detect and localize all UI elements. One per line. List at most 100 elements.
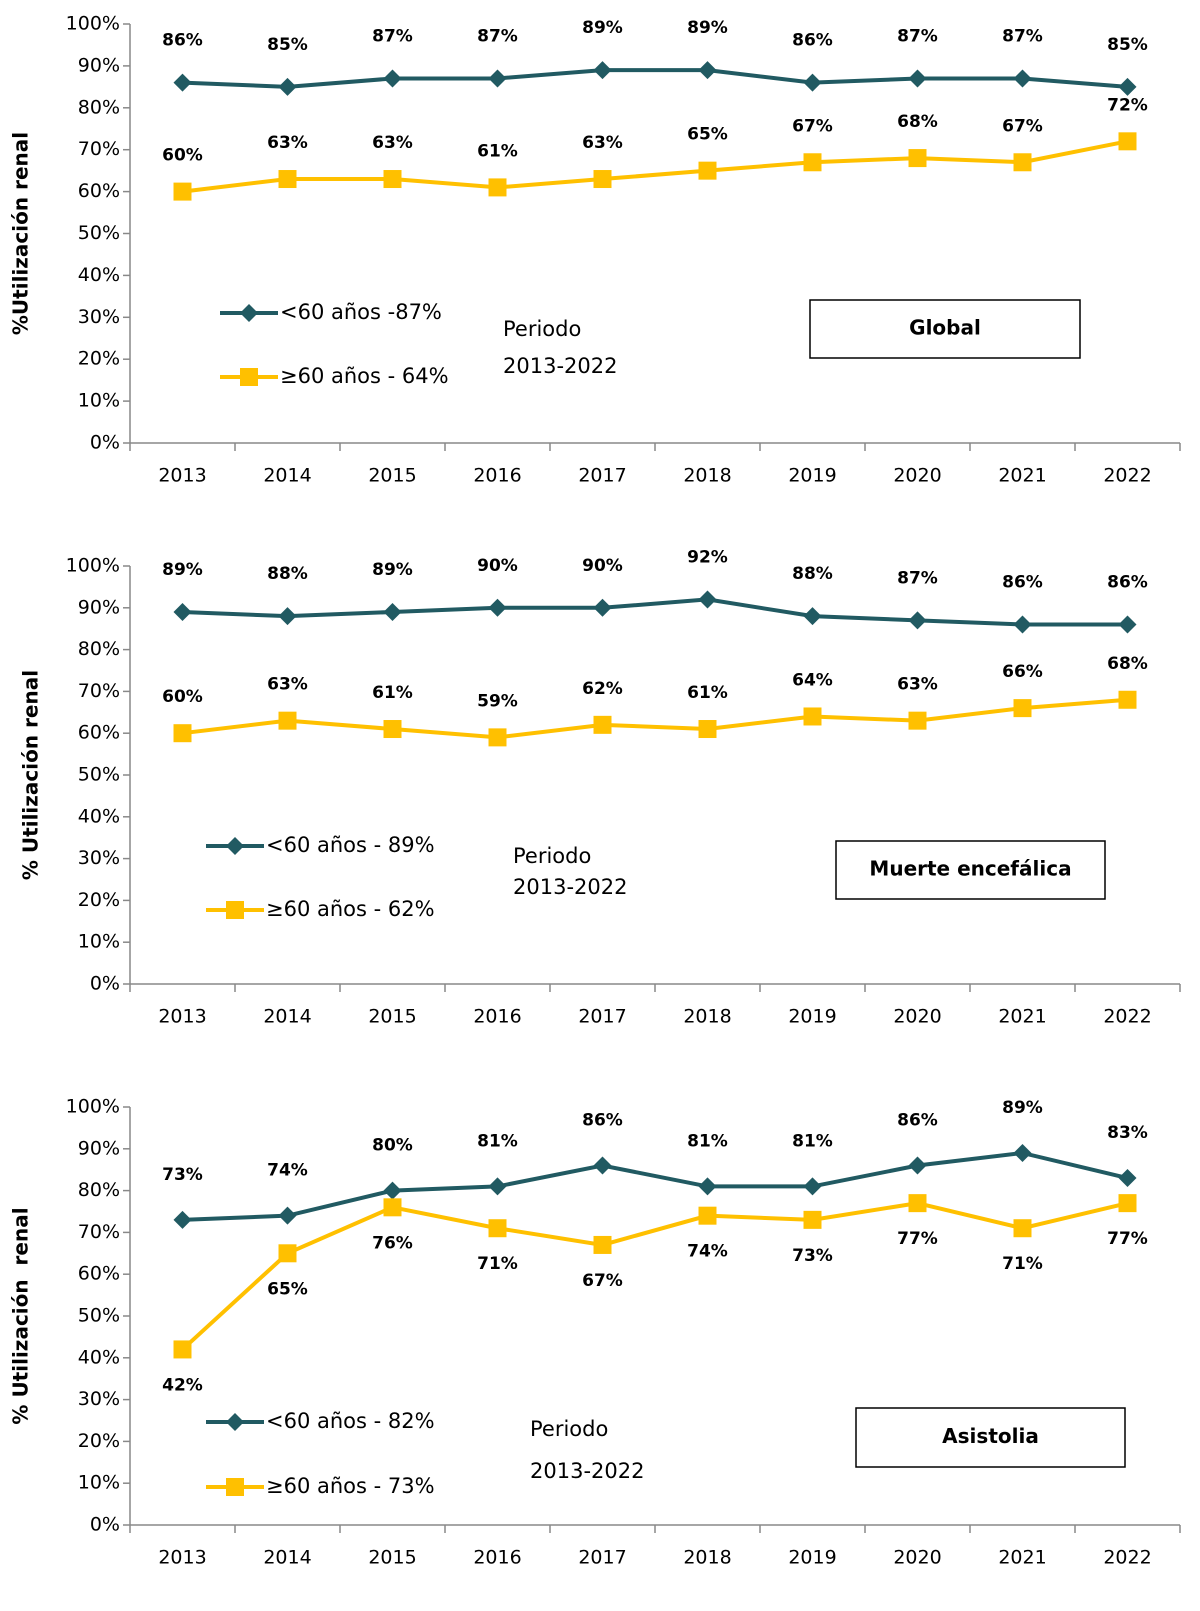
y-axis-label: % Utilización renal <box>19 670 43 880</box>
marker-square <box>1013 1219 1032 1238</box>
marker-diamond <box>488 598 507 617</box>
data-label: 66% <box>1002 662 1043 682</box>
data-label: 85% <box>267 35 308 55</box>
data-label: 86% <box>1002 573 1043 593</box>
data-label: 87% <box>897 568 938 588</box>
data-label: 90% <box>477 556 518 576</box>
marker-diamond <box>226 1413 244 1431</box>
y-tick-label: 0% <box>90 1514 120 1536</box>
data-label: 86% <box>897 1111 938 1131</box>
y-tick-label: 50% <box>78 222 120 244</box>
x-tick-label: 2021 <box>998 465 1046 487</box>
x-tick-label: 2018 <box>683 465 731 487</box>
marker-diamond <box>1118 615 1137 634</box>
x-tick-label: 2019 <box>788 1006 836 1028</box>
y-tick-label: 40% <box>78 1346 120 1368</box>
data-label: 67% <box>792 116 833 136</box>
y-tick-label: 60% <box>78 180 120 202</box>
x-tick-label: 2022 <box>1103 1547 1151 1569</box>
data-label: 88% <box>792 564 833 584</box>
marker-diamond <box>1118 77 1137 96</box>
data-label: 88% <box>267 564 308 584</box>
y-tick-label: 10% <box>78 1472 120 1494</box>
series-line <box>182 697 1128 740</box>
data-label: 68% <box>1107 654 1148 674</box>
x-tick-label: 2017 <box>578 1006 626 1028</box>
marker-square <box>1013 699 1032 718</box>
y-tick-label: 10% <box>78 390 120 412</box>
marker-square <box>278 170 297 189</box>
x-tick-label: 2019 <box>788 465 836 487</box>
marker-square <box>383 1198 402 1217</box>
legend-label: <60 años - 89% <box>266 833 435 857</box>
data-label: 71% <box>1002 1254 1043 1274</box>
marker-square <box>1118 690 1137 709</box>
data-label: 87% <box>477 26 518 46</box>
y-tick-label: 20% <box>78 889 120 911</box>
y-axis-label: % Utilización renal <box>9 1207 33 1424</box>
marker-square <box>240 368 258 386</box>
legend-label: ≥60 años - 62% <box>266 897 435 921</box>
y-tick-label: 80% <box>78 96 120 118</box>
marker-square <box>803 153 822 172</box>
x-tick-label: 2014 <box>263 1547 311 1569</box>
annotation: Periodo <box>513 844 591 868</box>
marker-diamond <box>1118 1169 1137 1188</box>
marker-diamond <box>803 1177 822 1196</box>
label-box <box>809 299 1081 359</box>
data-label: 67% <box>1002 116 1043 136</box>
marker-square <box>1118 132 1137 151</box>
marker-square <box>1013 153 1032 172</box>
marker-square <box>173 724 192 743</box>
y-tick-label: 70% <box>78 138 120 160</box>
data-label: 60% <box>162 146 203 166</box>
y-tick-label: 100% <box>66 13 120 35</box>
legend-label: ≥60 años - 64% <box>280 364 449 388</box>
y-tick-label: 70% <box>78 1221 120 1243</box>
data-label: 73% <box>792 1246 833 1266</box>
data-label: 81% <box>687 1131 728 1151</box>
annotation: Periodo <box>530 1417 608 1441</box>
legend-label: <60 años -87% <box>280 300 442 324</box>
chart: 0% 10% 20% 30% 40% 50% 60% 70% 80% 90% 100% 2013 201… <box>9 13 1181 487</box>
annotation: 2013-2022 <box>503 354 617 378</box>
data-label: 85% <box>1107 35 1148 55</box>
data-label: 63% <box>372 133 413 153</box>
y-tick-label: 80% <box>78 638 120 660</box>
y-tick-label: 60% <box>78 1263 120 1285</box>
marker-square <box>908 711 927 730</box>
y-tick-label: 30% <box>78 306 120 328</box>
x-tick-label: 2015 <box>368 465 416 487</box>
marker-diamond <box>278 77 297 96</box>
marker-square <box>226 1478 244 1496</box>
x-tick-label: 2022 <box>1103 1006 1151 1028</box>
series-line <box>182 597 1128 627</box>
x-tick-label: 2014 <box>263 465 311 487</box>
legend-label: <60 años - 82% <box>266 1409 435 1433</box>
data-label: 72% <box>1107 95 1148 115</box>
marker-diamond <box>383 1181 402 1200</box>
data-label: 60% <box>162 687 203 707</box>
marker-square <box>908 149 927 168</box>
x-tick-label: 2015 <box>368 1006 416 1028</box>
marker-diamond <box>698 1177 717 1196</box>
label-box-text: Global <box>909 316 981 340</box>
y-tick-label: 50% <box>78 1305 120 1327</box>
y-tick-label: 0% <box>90 432 120 454</box>
data-label: 61% <box>477 141 518 161</box>
data-label: 67% <box>582 1271 623 1291</box>
y-tick-label: 30% <box>78 847 120 869</box>
data-label: 89% <box>582 18 623 38</box>
marker-square <box>698 161 717 180</box>
marker-square <box>383 720 402 739</box>
x-tick-label: 2019 <box>788 1547 836 1569</box>
x-tick-label: 2017 <box>578 1547 626 1569</box>
data-label: 61% <box>372 683 413 703</box>
data-label: 63% <box>897 675 938 695</box>
data-label: 89% <box>372 560 413 580</box>
series-line <box>182 68 1128 89</box>
marker-diamond <box>593 598 612 617</box>
marker-square <box>488 1219 507 1238</box>
x-tick-label: 2015 <box>368 1547 416 1569</box>
